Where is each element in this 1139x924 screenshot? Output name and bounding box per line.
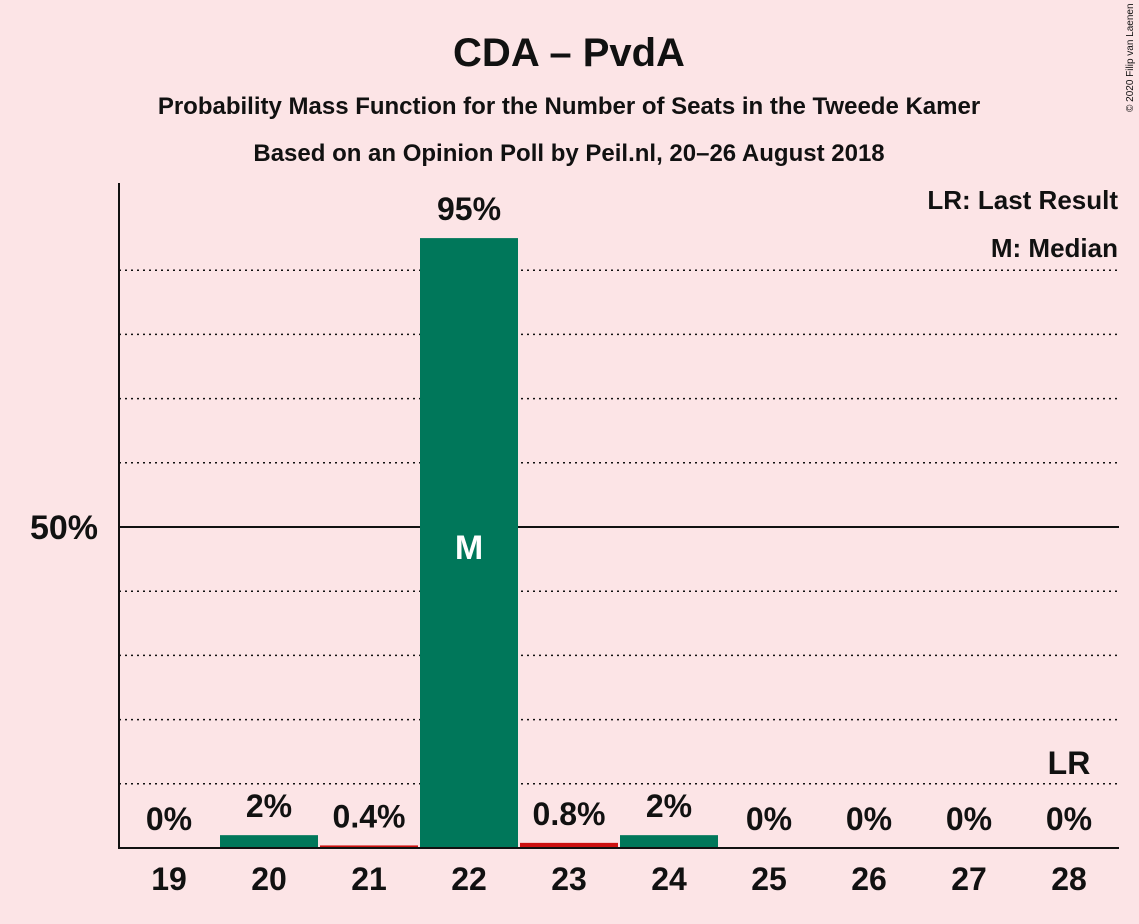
x-tick-label-25: 25 bbox=[751, 861, 787, 897]
legend-last-result: LR: Last Result bbox=[927, 185, 1118, 215]
data-label-27: 0% bbox=[946, 801, 992, 837]
y-tick-label: 50% bbox=[30, 509, 98, 547]
data-label-23: 0.8% bbox=[533, 796, 606, 832]
chart-subtitle: Probability Mass Function for the Number… bbox=[158, 93, 980, 120]
gridlines bbox=[119, 269, 1119, 785]
data-labels: 0% 2% 0.4% 95% M 0.8% 2% 0% 0% 0% 0% LR bbox=[146, 191, 1092, 837]
median-marker: M bbox=[455, 529, 483, 567]
x-tick-label-23: 23 bbox=[551, 861, 587, 897]
x-tick-label-21: 21 bbox=[351, 861, 387, 897]
x-tick-label-22: 22 bbox=[451, 861, 487, 897]
bar-seats-23 bbox=[520, 842, 618, 848]
data-label-20: 2% bbox=[246, 788, 292, 824]
data-label-22: 95% bbox=[437, 191, 501, 227]
y-axis-ticks: 50% bbox=[30, 509, 98, 547]
bars bbox=[220, 238, 718, 849]
bar-seats-22 bbox=[420, 238, 518, 849]
copyright-note: © 2020 Filip van Laenen bbox=[1125, 3, 1136, 112]
x-tick-label-28: 28 bbox=[1051, 861, 1087, 897]
x-tick-label-27: 27 bbox=[951, 861, 987, 897]
x-tick-label-24: 24 bbox=[651, 861, 687, 897]
data-label-21: 0.4% bbox=[333, 798, 406, 834]
data-label-24: 2% bbox=[646, 788, 692, 824]
x-tick-label-19: 19 bbox=[151, 861, 187, 897]
chart-subtitle-source: Based on an Opinion Poll by Peil.nl, 20–… bbox=[253, 140, 884, 167]
x-tick-label-26: 26 bbox=[851, 861, 887, 897]
bar-seats-21 bbox=[320, 845, 418, 848]
bar-seats-24 bbox=[620, 835, 718, 848]
data-label-25: 0% bbox=[746, 801, 792, 837]
legend-median: M: Median bbox=[991, 233, 1118, 263]
data-label-28: 0% bbox=[1046, 801, 1092, 837]
data-label-26: 0% bbox=[846, 801, 892, 837]
x-tick-label-20: 20 bbox=[251, 861, 287, 897]
data-label-19: 0% bbox=[146, 801, 192, 837]
chart-title: CDA – PvdA bbox=[453, 31, 685, 75]
bar-seats-20 bbox=[220, 835, 318, 848]
last-result-marker: LR bbox=[1048, 745, 1091, 781]
x-axis-ticks: 19 20 21 22 23 24 25 26 27 28 bbox=[151, 861, 1087, 897]
